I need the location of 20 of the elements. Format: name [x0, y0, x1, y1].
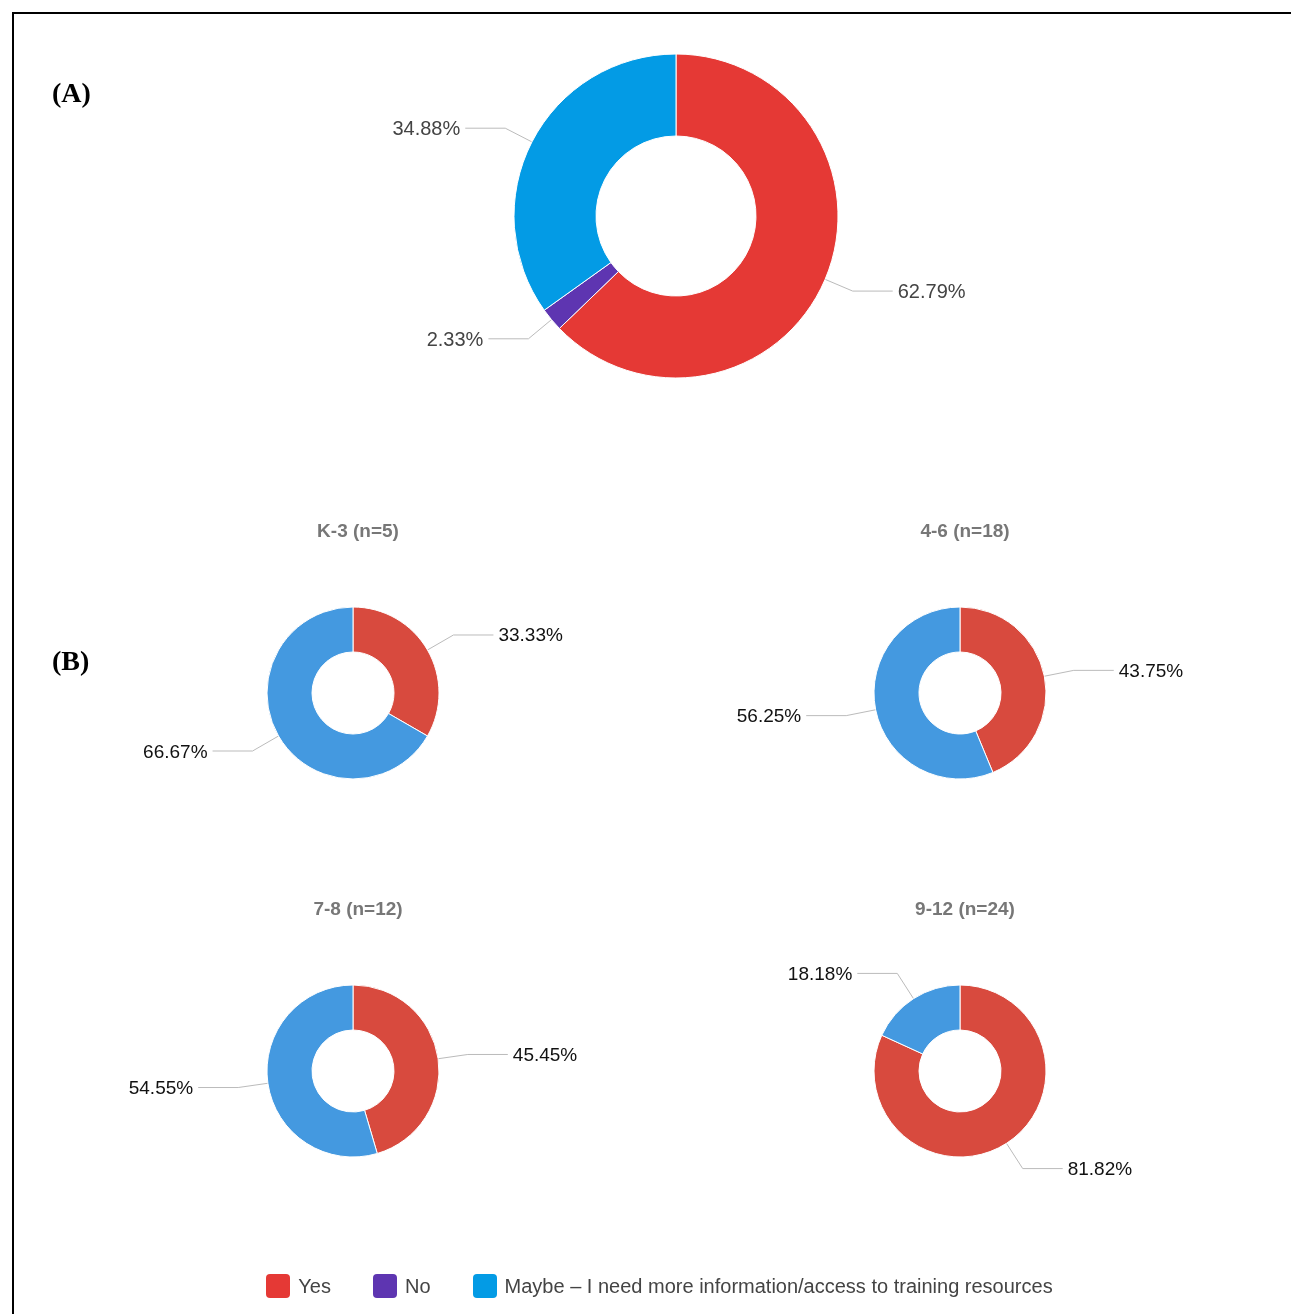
data-label: 54.55%	[128, 1077, 194, 1099]
chart-title: 4-6 (n=18)	[920, 520, 1010, 541]
legend-label: Yes	[298, 1274, 331, 1298]
chart-title: 7-8 (n=12)	[313, 898, 403, 919]
data-label: 2.33%	[426, 327, 484, 350]
data-label: 81.82%	[1067, 1158, 1133, 1180]
legend-label: No	[405, 1274, 431, 1298]
data-label: 18.18%	[787, 962, 853, 984]
data-label: 34.88%	[392, 117, 461, 140]
chart-title: K-3 (n=5)	[317, 520, 399, 541]
chart-title: 9-12 (n=24)	[915, 898, 1015, 919]
text: (B)	[52, 644, 90, 676]
data-label: 66.67%	[143, 740, 208, 762]
data-label: 56.25%	[736, 705, 802, 727]
data-label: 62.79%	[897, 280, 966, 303]
text: (A)	[52, 76, 91, 108]
data-label: 43.75%	[1118, 659, 1184, 681]
data-label: 45.45%	[512, 1043, 578, 1065]
legend-label: Maybe – I need more information/access to training resources	[504, 1274, 1053, 1298]
data-label: 33.33%	[498, 624, 563, 646]
